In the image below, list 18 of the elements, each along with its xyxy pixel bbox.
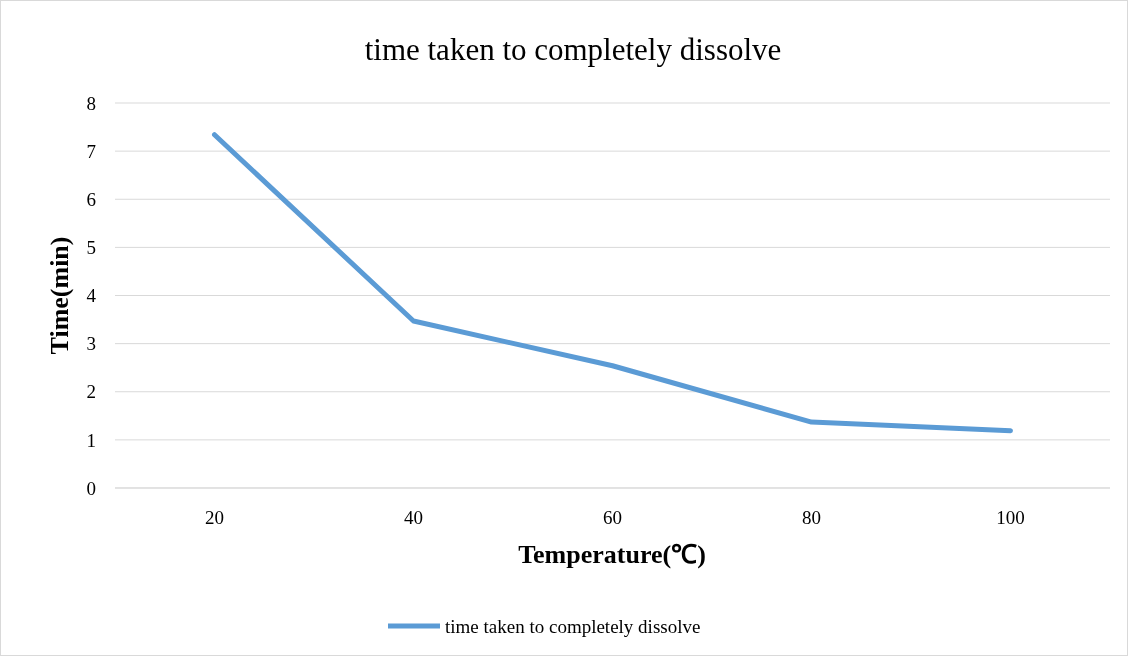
y-tick-label: 5 bbox=[86, 237, 96, 259]
y-tick-label: 4 bbox=[86, 285, 97, 307]
y-tick-label: 2 bbox=[86, 381, 96, 403]
y-axis-title: Time(min) bbox=[45, 236, 74, 355]
x-tick-label: 20 bbox=[205, 507, 224, 528]
y-tick-label: 6 bbox=[86, 188, 96, 210]
x-tick-label: 80 bbox=[802, 507, 821, 528]
y-tick-label: 0 bbox=[86, 477, 96, 499]
y-tick-label: 3 bbox=[86, 333, 96, 355]
x-axis-title: Temperature(℃) bbox=[518, 540, 706, 569]
x-tick-label: 60 bbox=[603, 507, 622, 528]
y-tick-label: 7 bbox=[86, 140, 96, 162]
x-tick-label: 40 bbox=[404, 507, 423, 528]
x-tick-label: 100 bbox=[996, 507, 1025, 528]
y-tick-label: 8 bbox=[86, 92, 96, 114]
chart-title: time taken to completely dissolve bbox=[364, 32, 782, 67]
legend-label: time taken to completely dissolve bbox=[445, 615, 701, 637]
y-tick-label: 1 bbox=[86, 429, 96, 451]
